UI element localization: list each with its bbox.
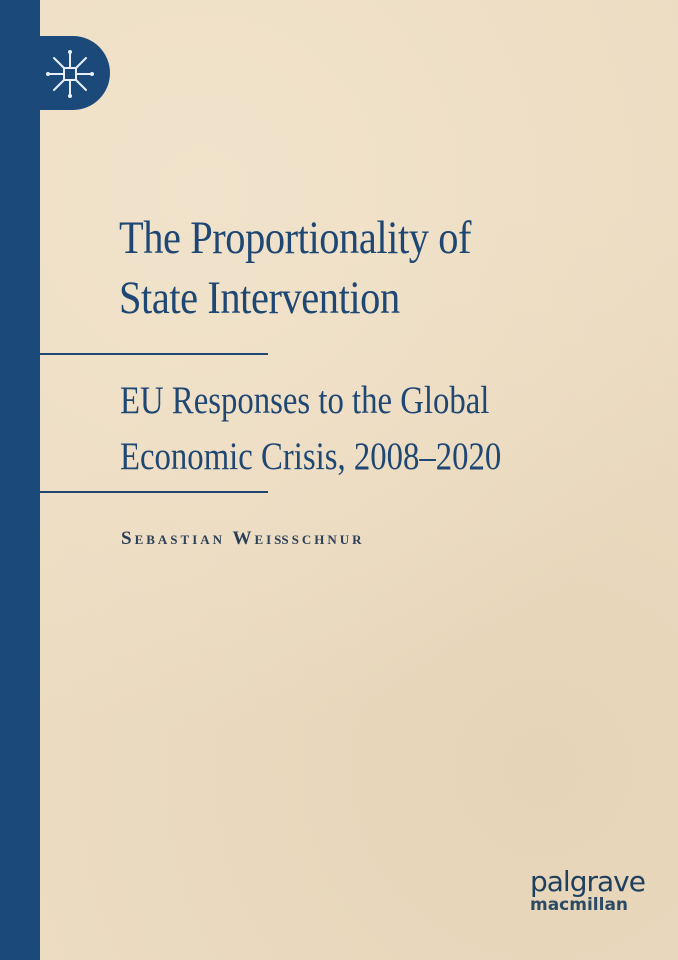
book-subtitle: EU Responses to the Global Economic Cris… xyxy=(120,373,501,485)
publisher-logo: palgrave macmillan xyxy=(530,865,646,915)
subtitle-line: Economic Crisis, 2008–2020 xyxy=(120,435,502,478)
divider xyxy=(40,491,268,493)
divider xyxy=(40,353,268,355)
title-line: The Proportionality of xyxy=(119,212,472,264)
palgrave-star-icon xyxy=(46,50,94,98)
author-name: Sebastian Weißschnur xyxy=(121,528,365,549)
book-title: The Proportionality of State Interventio… xyxy=(119,208,471,328)
publisher-line: macmillan xyxy=(530,895,629,915)
publisher-line: palgrave xyxy=(530,865,646,898)
title-line: State Intervention xyxy=(119,272,400,324)
spine-bar xyxy=(0,0,40,960)
subtitle-line: EU Responses to the Global xyxy=(120,379,490,422)
